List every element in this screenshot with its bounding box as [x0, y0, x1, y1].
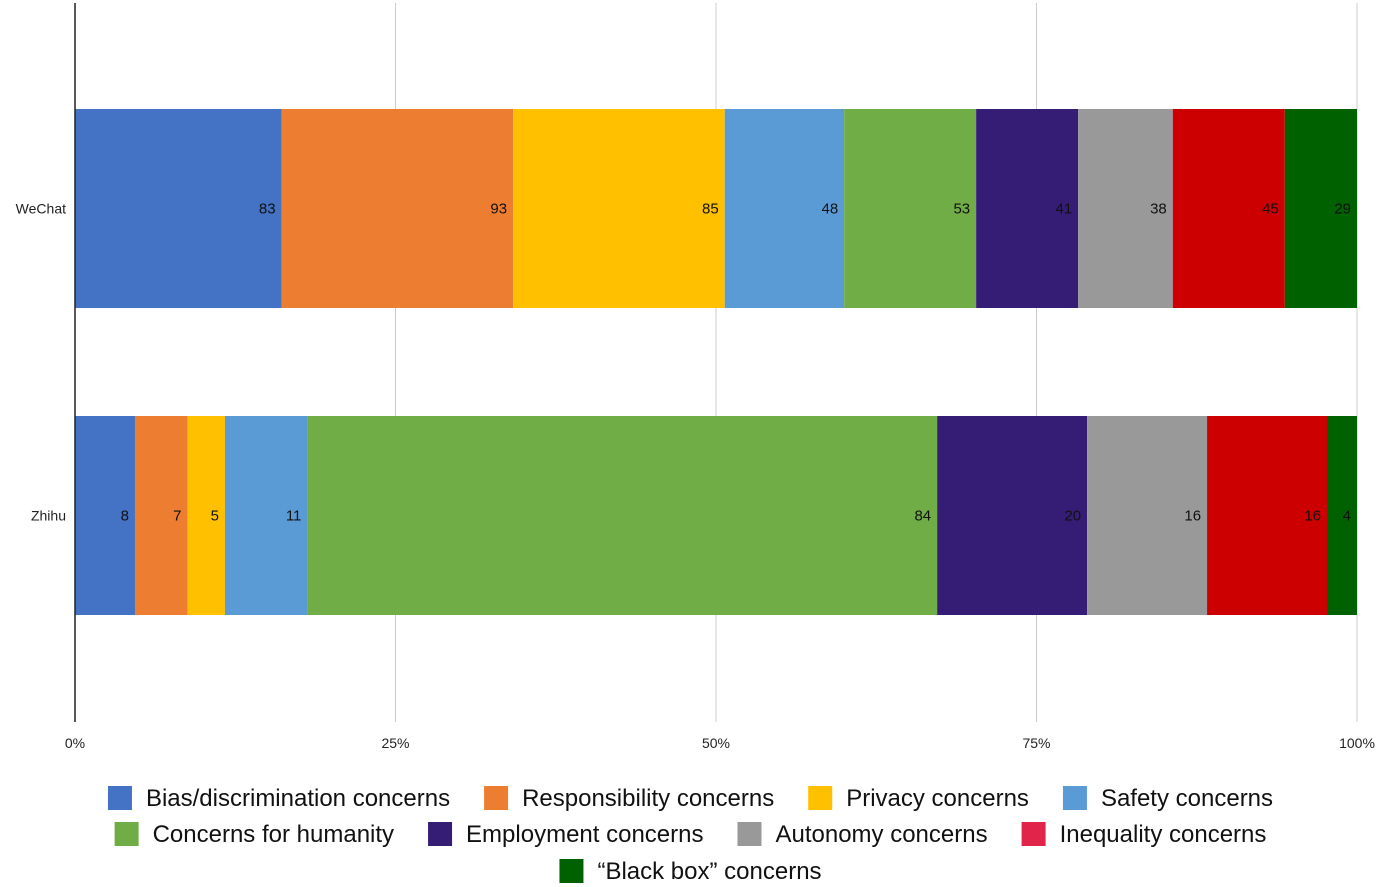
- data-label: 38: [1150, 201, 1167, 218]
- legend-label: Autonomy concerns: [775, 821, 987, 848]
- x-tick-labels: 0% 25% 50% 75% 100%: [65, 735, 1375, 751]
- legend-swatch: [559, 859, 584, 883]
- legend-label: Safety concerns: [1101, 785, 1273, 812]
- bar-zhihu-0: [75, 416, 135, 615]
- bar-wechat-1: [281, 109, 514, 308]
- data-label: 45: [1262, 201, 1279, 218]
- bar-zhihu-5: [937, 416, 1088, 615]
- legend-swatch: [428, 822, 453, 846]
- category-label: Zhihu: [31, 508, 66, 524]
- data-label: 5: [211, 508, 219, 525]
- x-tick-label: 0%: [65, 735, 85, 751]
- data-label: 29: [1334, 201, 1351, 218]
- data-label: 16: [1304, 508, 1321, 525]
- bar-zhihu-8: [1327, 416, 1357, 615]
- bar-wechat-2: [513, 109, 725, 308]
- legend-swatch: [107, 786, 132, 810]
- legend-swatch: [1021, 822, 1046, 846]
- bars: 83 93 85 48 53 41 38 45 29 8 7 5 11 84 20 16 16 4: [75, 109, 1357, 615]
- bar-wechat-0: [75, 109, 282, 308]
- legend: Bias/discrimination concerns Responsibili…: [107, 785, 1273, 885]
- category-labels: WeChat Zhihu: [16, 201, 66, 524]
- data-label: 20: [1064, 508, 1081, 525]
- legend-label: Privacy concerns: [846, 785, 1029, 812]
- legend-label: Bias/discrimination concerns: [146, 785, 450, 812]
- legend-swatch: [114, 822, 139, 846]
- data-label: 83: [259, 201, 276, 218]
- legend-swatch: [484, 786, 509, 810]
- x-tick-label: 100%: [1339, 735, 1375, 751]
- bar-zhihu-7: [1207, 416, 1328, 615]
- bar-wechat-5: [976, 109, 1079, 308]
- legend-label: Responsibility concerns: [522, 785, 774, 812]
- data-label: 53: [953, 201, 970, 218]
- category-label: WeChat: [16, 201, 66, 217]
- legend-swatch: [808, 786, 833, 810]
- x-tick-label: 25%: [381, 735, 409, 751]
- data-label: 84: [914, 508, 931, 525]
- legend-swatch: [1062, 786, 1087, 810]
- data-label: 8: [121, 508, 129, 525]
- data-label: 7: [173, 508, 181, 525]
- bar-wechat-7: [1172, 109, 1285, 308]
- bar-wechat-8: [1284, 109, 1357, 308]
- legend-label: “Black box” concerns: [597, 858, 821, 885]
- data-label: 85: [702, 201, 719, 218]
- bar-zhihu-2: [187, 416, 225, 615]
- bar-zhihu-3: [224, 416, 308, 615]
- bar-wechat-6: [1078, 109, 1173, 308]
- legend-label: Inequality concerns: [1060, 821, 1267, 848]
- data-label: 16: [1184, 508, 1201, 525]
- data-label: 41: [1056, 201, 1073, 218]
- bar-wechat-4: [844, 109, 977, 308]
- legend-label: Concerns for humanity: [153, 821, 394, 848]
- data-label: 93: [490, 201, 507, 218]
- legend-label: Employment concerns: [466, 821, 703, 848]
- x-tick-label: 75%: [1022, 735, 1050, 751]
- data-label: 48: [822, 201, 839, 218]
- bar-zhihu-1: [134, 416, 188, 615]
- bar-zhihu-4: [307, 416, 938, 615]
- bar-wechat-3: [724, 109, 845, 308]
- data-label: 4: [1343, 508, 1351, 525]
- bar-zhihu-6: [1087, 416, 1208, 615]
- data-label: 11: [286, 508, 302, 525]
- legend-swatch: [737, 822, 762, 846]
- x-tick-label: 50%: [702, 735, 730, 751]
